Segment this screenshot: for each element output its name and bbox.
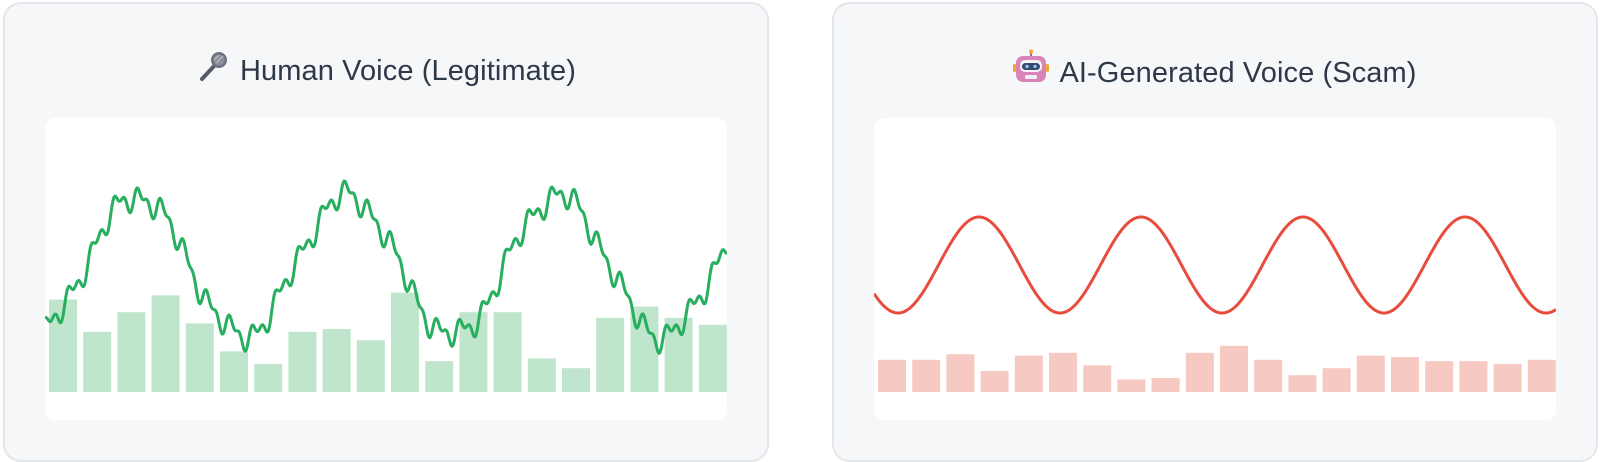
voice-comparison-row: Human Voice (Legitimate) [3, 2, 1598, 462]
ai-bar-1 [878, 359, 906, 392]
ai-bar-10 [1185, 352, 1214, 392]
ai-bar-7 [1083, 365, 1112, 392]
human-bar-15 [527, 358, 556, 392]
ai-bar-19 [1493, 364, 1522, 392]
ai-bar-14 [1322, 368, 1351, 392]
ai-bar-17 [1425, 361, 1454, 392]
ai-bar-15 [1356, 355, 1385, 392]
human-voice-title-text: Human Voice (Legitimate) [239, 55, 577, 87]
human-bar-4 [151, 295, 180, 392]
human-bar-5 [185, 323, 214, 392]
ai-bar-20 [1527, 359, 1556, 392]
human-bar-11 [391, 292, 419, 392]
human-waveform-line [45, 179, 727, 355]
human-bar-6 [220, 351, 248, 392]
ai-bar-4 [980, 371, 1009, 392]
robot-icon [1013, 49, 1050, 93]
human-bar-8 [288, 331, 317, 392]
ai-waveform-line [874, 215, 1556, 315]
human-voice-waveform [45, 118, 727, 420]
human-bar-9 [322, 329, 351, 392]
human-voice-card: Human Voice (Legitimate) [3, 2, 769, 462]
ai-bar-13 [1288, 375, 1317, 392]
ai-voice-title: AI-Generated Voice (Scam) [834, 49, 1596, 93]
ai-bar-16 [1391, 357, 1419, 392]
human-bar-12 [425, 361, 454, 392]
human-bar-3 [117, 312, 146, 392]
ai-bar-2 [912, 359, 941, 392]
ai-bar-6 [1049, 352, 1077, 392]
human-bar-14 [493, 312, 522, 392]
ai-bar-12 [1254, 359, 1283, 392]
human-bar-7 [254, 364, 283, 392]
ai-bar-8 [1117, 379, 1146, 392]
ai-voice-card: AI-Generated Voice (Scam) [832, 2, 1598, 462]
ai-bar-18 [1459, 361, 1488, 392]
human-bar-16 [562, 368, 590, 392]
ai-bar-9 [1151, 378, 1180, 392]
human-bar-20 [698, 324, 727, 392]
human-bar-17 [596, 317, 625, 392]
ai-bar-5 [1014, 355, 1043, 392]
ai-waveform-svg [874, 215, 1556, 392]
human-bar-10 [356, 340, 385, 392]
microphone-icon [196, 49, 230, 91]
human-bar-2 [83, 331, 112, 392]
human-waveform-svg [45, 179, 727, 392]
ai-voice-title-text: AI-Generated Voice (Scam) [1059, 57, 1417, 89]
ai-bar-3 [946, 354, 975, 392]
human-voice-title: Human Voice (Legitimate) [5, 49, 767, 91]
ai-voice-waveform [874, 118, 1556, 420]
ai-bar-11 [1220, 345, 1248, 392]
